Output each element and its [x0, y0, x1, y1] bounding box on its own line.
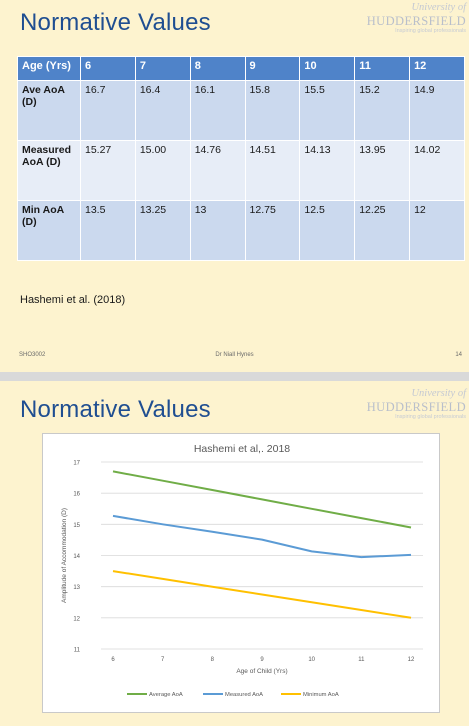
y-tick-label: 16	[73, 492, 80, 498]
row-label: Measured AoA (D)	[17, 140, 81, 201]
table-cell: 16.4	[134, 80, 191, 141]
table-header-cell: 9	[244, 56, 301, 81]
legend-label: Measured AoA	[225, 692, 263, 698]
table-header-cell: 8	[189, 56, 246, 81]
table-cell: 15.27	[80, 140, 136, 201]
logo-main-text: HUDDERSFIELD	[366, 13, 466, 28]
table-cell: 16.7	[80, 80, 136, 141]
table-row: Min AoA (D) 13.5 13.25 13 12.75 12.5 12.…	[17, 200, 465, 261]
table-header-cell: 12	[409, 56, 465, 81]
normative-values-table: Age (Yrs) 6 7 8 9 10 11 12 Ave AoA (D) 1…	[17, 56, 465, 261]
table-cell: 13.25	[134, 200, 191, 261]
logo-main-text: HUDDERSFIELD	[366, 399, 466, 414]
table-cell: 15.2	[354, 80, 411, 141]
reference-citation: Hashemi et al. (2018)	[20, 294, 126, 306]
series-line-2	[112, 570, 412, 619]
table-header-row: Age (Yrs) 6 7 8 9 10 11 12	[17, 56, 465, 81]
y-tick-label: 11	[74, 648, 81, 654]
table-header-cell: 11	[354, 56, 411, 81]
table-cell: 12.5	[299, 200, 356, 261]
series-line-0	[112, 470, 412, 529]
table-cell: 14.51	[244, 140, 301, 201]
table-cell: 13.95	[354, 140, 411, 201]
table-cell: 12.75	[244, 200, 301, 261]
table-row: Ave AoA (D) 16.7 16.4 16.1 15.8 15.5 15.…	[17, 80, 465, 141]
x-tick-label: 12	[408, 657, 415, 663]
legend-label: Average AoA	[149, 692, 183, 698]
legend-label: Minimum AoA	[303, 692, 339, 698]
x-tick-label: 10	[308, 657, 315, 663]
table-header-cell: 7	[134, 56, 191, 81]
y-tick-label: 17	[73, 461, 80, 467]
table-cell: 13.5	[80, 200, 136, 261]
table-header-cell: Age (Yrs)	[17, 56, 81, 81]
x-tick-label: 7	[161, 657, 165, 663]
y-axis-label: Amplitude of Accommodation (D)	[61, 508, 68, 603]
x-tick-label: 11	[358, 657, 365, 663]
footer-course-code: SHO3002	[19, 352, 46, 358]
table-header-cell: 10	[299, 56, 356, 81]
table-cell: 12.25	[354, 200, 411, 261]
table-row: Measured AoA (D) 15.27 15.00 14.76 14.51…	[17, 140, 465, 201]
table-cell: 14.9	[409, 80, 465, 141]
logo-tagline: Inspiring global professionals	[395, 28, 466, 34]
slide-normative-table: Normative Values University of HUDDERSFI…	[0, 0, 469, 372]
row-label: Ave AoA (D)	[17, 80, 81, 141]
slide-title: Normative Values	[20, 396, 211, 423]
chart-title: Hashemi et al,. 2018	[194, 443, 290, 455]
table-cell: 15.5	[299, 80, 356, 141]
series-line-1	[112, 514, 412, 559]
table-cell: 16.1	[189, 80, 246, 141]
university-logo: University of HUDDERSFIELD Inspiring glo…	[366, 388, 466, 421]
table-cell: 15.00	[134, 140, 191, 201]
logo-tagline: Inspiring global professionals	[395, 414, 466, 420]
university-logo: University of HUDDERSFIELD Inspiring glo…	[366, 2, 466, 35]
table-cell: 12	[409, 200, 465, 261]
y-tick-label: 13	[73, 585, 80, 591]
logo-top-text: University of	[411, 2, 466, 13]
table-cell: 13	[189, 200, 246, 261]
footer-author: Dr Niall Hynes	[215, 352, 254, 358]
x-axis-label: Age of Child (Yrs)	[236, 668, 287, 675]
x-tick-label: 9	[260, 657, 264, 663]
y-tick-label: 12	[73, 616, 80, 622]
table-header-cell: 6	[80, 56, 136, 81]
table-cell: 15.8	[244, 80, 301, 141]
table-cell: 14.02	[409, 140, 465, 201]
chart-svg: Hashemi et al,. 2018 11 12 13 14 15 16 17 6 7 8 9 10…	[61, 443, 423, 698]
line-chart: Hashemi et al,. 2018 11 12 13 14 15 16 17 6 7 8 9 10…	[42, 433, 440, 713]
row-label: Min AoA (D)	[17, 200, 81, 261]
slide-normative-chart: Normative Values University of HUDDERSFI…	[0, 381, 469, 726]
logo-top-text: University of	[411, 388, 466, 399]
table-cell: 14.76	[189, 140, 246, 201]
x-tick-label: 8	[211, 657, 215, 663]
y-tick-label: 14	[73, 554, 80, 560]
footer-slide-number: 14	[455, 352, 462, 358]
x-tick-label: 6	[111, 657, 115, 663]
y-tick-label: 15	[73, 523, 80, 529]
slide-title: Normative Values	[20, 9, 211, 36]
table-cell: 14.13	[299, 140, 356, 201]
